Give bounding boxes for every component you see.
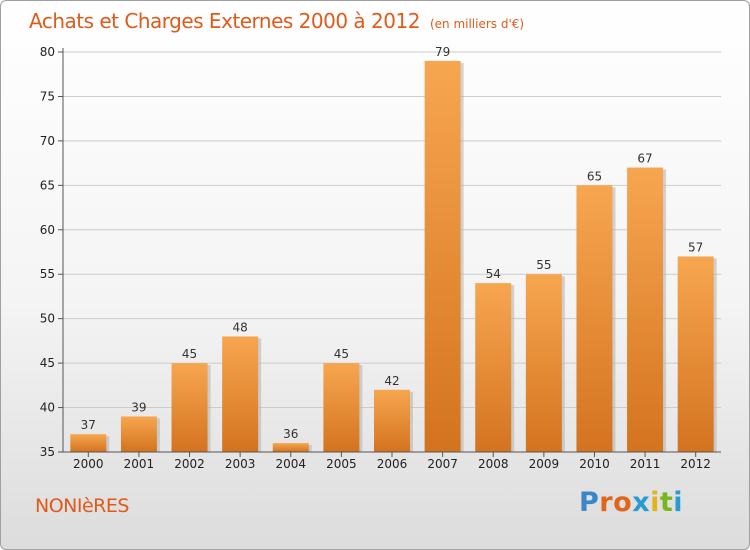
y-tick-label: 55 <box>40 267 55 281</box>
bar-value-label: 67 <box>637 152 652 166</box>
x-tick-label: 2004 <box>275 457 306 471</box>
x-tick-label: 2012 <box>680 457 711 471</box>
bar-value-label: 36 <box>283 427 298 441</box>
y-tick-label: 40 <box>40 401 55 415</box>
chart-title: Achats et Charges Externes 2000 à 2012 (e… <box>29 9 524 33</box>
bar-value-label: 48 <box>233 320 248 334</box>
bar-2008 <box>475 283 512 452</box>
bar-value-label: 45 <box>182 347 197 361</box>
y-tick-label: 50 <box>40 312 55 326</box>
bar-value-label: 55 <box>536 258 551 272</box>
x-tick-label: 2008 <box>478 457 509 471</box>
x-tick-label: 2011 <box>630 457 661 471</box>
bar-2009 <box>525 274 562 452</box>
bar-2002 <box>171 363 208 452</box>
x-tick-label: 2006 <box>377 457 408 471</box>
bar-2005 <box>323 363 360 452</box>
bar-2011 <box>627 167 664 453</box>
y-tick-label: 60 <box>40 223 55 237</box>
bar-2004 <box>272 443 309 452</box>
bar-value-label: 42 <box>384 374 399 388</box>
bars: 37 39 45 48 36 45 42 79 54 55 65 67 57 <box>70 45 717 453</box>
y-tick-label: 70 <box>40 134 55 148</box>
gridlines <box>63 51 721 409</box>
chart-title-text: Achats et Charges Externes 2000 à 2012 <box>29 9 420 33</box>
bar-value-label: 57 <box>688 240 703 254</box>
bar-2012 <box>677 256 714 452</box>
y-tick-label: 35 <box>40 445 55 459</box>
bar-2003 <box>222 336 259 452</box>
bar-value-label: 45 <box>334 347 349 361</box>
bar-2001 <box>120 416 157 452</box>
x-tick-label: 2009 <box>529 457 560 471</box>
y-tick-label: 45 <box>40 356 55 370</box>
x-tick-label: 2000 <box>73 457 104 471</box>
x-tick-label: 2003 <box>225 457 256 471</box>
bar-value-label: 54 <box>486 267 501 281</box>
proxiti-logo: Proxiti <box>579 487 684 518</box>
y-tick-label: 65 <box>40 178 55 192</box>
x-tick-label: 2002 <box>174 457 205 471</box>
x-tick-label: 2005 <box>326 457 357 471</box>
bar-2007 <box>424 60 461 453</box>
axes: 35 40 45 50 55 60 65 70 75 80 2000 2001 2002 2003 2004… <box>40 45 721 471</box>
x-tick-label: 2007 <box>427 457 458 471</box>
x-tick-label: 2010 <box>579 457 610 471</box>
y-tick-label: 75 <box>40 89 55 103</box>
chart-subtitle: (en milliers d'€) <box>429 17 525 31</box>
bar-value-label: 79 <box>435 45 450 59</box>
bar-2000 <box>70 434 107 452</box>
bar-value-label: 65 <box>587 169 602 183</box>
x-tick-label: 2001 <box>124 457 155 471</box>
bar-2010 <box>576 185 613 453</box>
commune-name: NONIèRES <box>35 495 129 517</box>
y-tick-label: 80 <box>40 45 55 59</box>
bar-value-label: 39 <box>131 400 146 414</box>
bar-2006 <box>374 389 410 452</box>
bar-value-label: 37 <box>81 418 96 432</box>
